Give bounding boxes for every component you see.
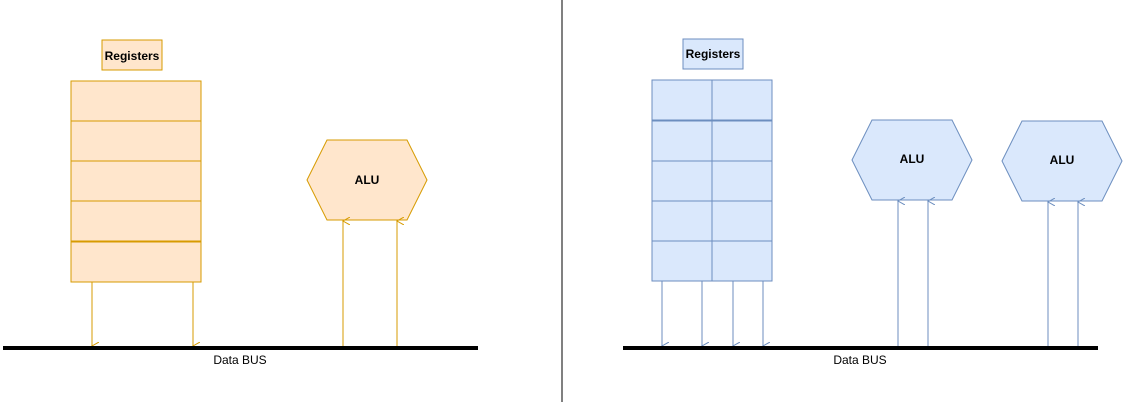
right-alu-1: ALU <box>851 119 973 201</box>
left-alu-label: ALU <box>355 173 380 187</box>
right-register-cell <box>711 79 773 121</box>
right-register-cell <box>651 120 713 162</box>
right-register-cell <box>711 240 773 282</box>
right-alu-2: ALU <box>1001 120 1123 202</box>
right-register-cell <box>711 120 773 162</box>
left-register-row <box>70 241 202 283</box>
right-registers-label-box: Registers <box>682 38 744 70</box>
right-register-cell <box>651 240 713 282</box>
right-register-grid <box>651 79 773 282</box>
left-diagram: Registers ALU Data BUS <box>3 39 478 367</box>
right-register-cell <box>711 200 773 242</box>
right-diagram: Registers ALU ALU <box>623 38 1123 367</box>
right-alu-2-label: ALU <box>1050 153 1075 167</box>
right-register-cell <box>651 160 713 202</box>
left-register-row <box>70 80 202 122</box>
left-registers-label-box: Registers <box>101 39 163 71</box>
left-register-row <box>70 200 202 242</box>
left-registers-label: Registers <box>105 49 160 63</box>
right-data-bus-label: Data BUS <box>833 353 886 367</box>
left-data-bus-label: Data BUS <box>213 353 266 367</box>
right-alu-1-label: ALU <box>900 152 925 166</box>
right-registers-label: Registers <box>686 47 741 61</box>
right-register-cell <box>711 160 773 202</box>
right-register-cell <box>651 79 713 121</box>
left-register-stack <box>70 80 202 283</box>
left-register-row <box>70 120 202 162</box>
left-register-row <box>70 160 202 202</box>
right-register-cell <box>651 200 713 242</box>
left-alu: ALU <box>306 139 428 221</box>
